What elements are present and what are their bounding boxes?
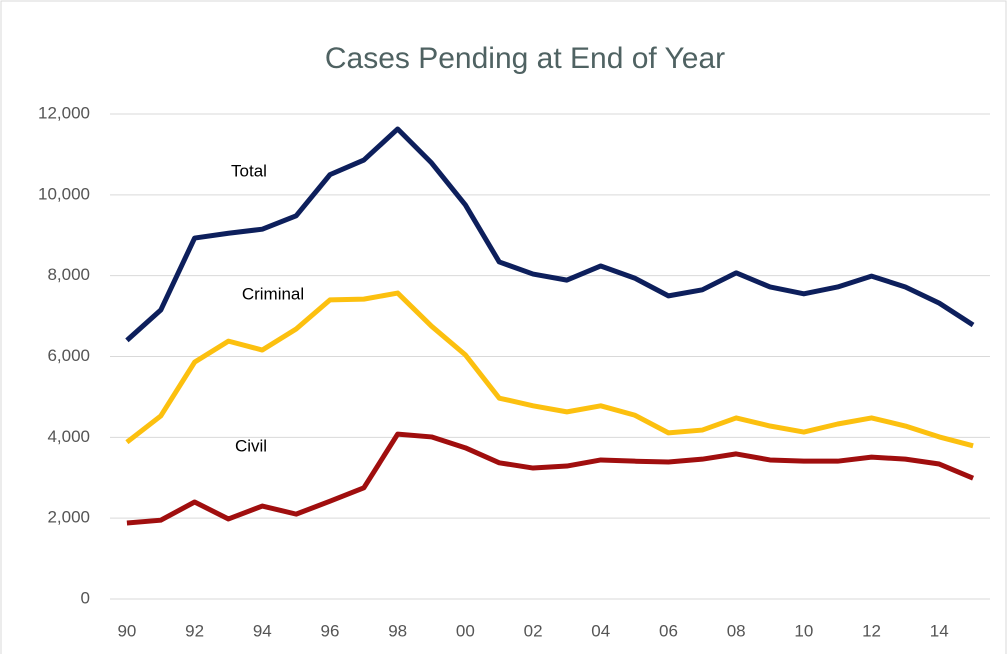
series-line [125,290,974,449]
series-line [126,431,975,526]
series-label: Total [231,161,267,180]
x-tick-label: 06 [659,621,678,640]
y-tick-label: 2,000 [47,508,90,527]
series-label: Criminal [242,284,304,303]
series-line [125,126,975,343]
x-tick-label: 14 [930,621,949,640]
x-tick-label: 04 [591,621,610,640]
x-tick-label: 08 [727,621,746,640]
x-tick-label: 02 [524,621,543,640]
series-label: Civil [235,436,267,455]
x-tick-label: 00 [456,621,475,640]
chart-title: Cases Pending at End of Year [325,42,725,75]
y-tick-label: 10,000 [38,184,90,203]
x-tick-label: 98 [388,621,407,640]
x-tick-label: 96 [321,621,340,640]
y-tick-label: 12,000 [38,103,90,122]
x-tick-label: 94 [253,621,272,640]
x-tick-label: 12 [862,621,881,640]
x-tick-label: 10 [794,621,813,640]
y-tick-label: 0 [81,588,90,607]
x-tick-label: 90 [117,621,136,640]
x-tick-label: 92 [185,621,204,640]
y-tick-label: 8,000 [47,265,90,284]
y-tick-label: 4,000 [47,427,90,446]
y-tick-label: 6,000 [47,346,90,365]
